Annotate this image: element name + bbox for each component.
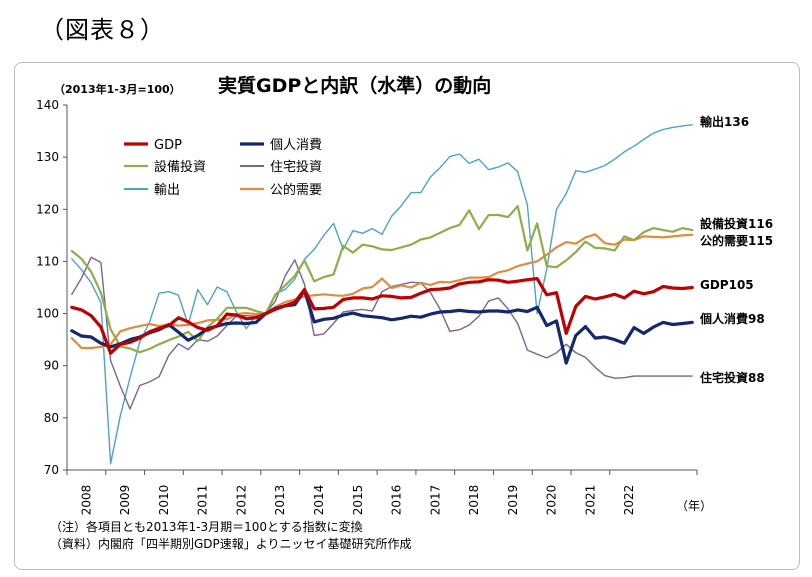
x-tick-label: 2011 bbox=[196, 485, 210, 516]
y-tick-label: 120 bbox=[36, 202, 59, 216]
x-tick-label: 2015 bbox=[351, 485, 365, 516]
series-line-5 bbox=[71, 124, 693, 465]
figure-label: （図表８） bbox=[40, 16, 165, 44]
x-tick-label: 2017 bbox=[428, 485, 442, 516]
legend-label: 公的需要 bbox=[270, 182, 322, 198]
series-line-4 bbox=[71, 256, 693, 410]
x-tick-label: 2012 bbox=[234, 485, 248, 516]
x-tick-label: 2013 bbox=[273, 485, 287, 516]
end-labels: GDP105 個人消費98 設備投資116 住宅投資88 輸出136 公的需要115 bbox=[699, 114, 773, 385]
y-tick-label: 110 bbox=[36, 254, 59, 268]
series-line-6 bbox=[70, 233, 694, 350]
x-tick-label: 2020 bbox=[545, 485, 559, 516]
chart-title: 実質GDPと内訳（水準）の動向 bbox=[218, 74, 491, 97]
x-axis-unit: （年） bbox=[676, 499, 712, 513]
legend-label: GDP bbox=[154, 138, 182, 153]
x-tick-label: 2009 bbox=[118, 485, 132, 516]
y-tick-label: 70 bbox=[44, 463, 59, 477]
x-tick-label: 2018 bbox=[467, 485, 481, 516]
y-tick-label: 90 bbox=[44, 359, 59, 373]
y-tick-label: 100 bbox=[36, 307, 59, 321]
note-line: （資料）内閣府「四半期別GDP速報」よりニッセイ基礎研究所作成 bbox=[50, 537, 412, 551]
x-tick-label: 2019 bbox=[506, 485, 520, 516]
x-tick-label: 2016 bbox=[390, 485, 404, 516]
legend-label: 設備投資 bbox=[154, 159, 206, 175]
end-label: 設備投資116 bbox=[700, 216, 773, 231]
notes: （注）各項目とも2013年1-3月期＝100とする指数に変換 （資料）内閣府「四… bbox=[50, 519, 412, 553]
end-label: 公的需要115 bbox=[700, 233, 773, 248]
series-line-2 bbox=[70, 289, 694, 365]
note-line: （注）各項目とも2013年1-3月期＝100とする指数に変換 bbox=[50, 520, 363, 534]
x-tick-label: 2022 bbox=[622, 485, 636, 516]
end-label: 輸出136 bbox=[700, 114, 749, 129]
axes: 70 80 90 100 110 120 130 140 2008 2009 2010 2011 201… bbox=[36, 98, 698, 516]
end-label: 住宅投資88 bbox=[700, 370, 765, 385]
chart-panel bbox=[14, 62, 800, 570]
x-tick-label: 2008 bbox=[79, 485, 93, 516]
y-tick-label: 130 bbox=[36, 150, 59, 164]
legend-label: 住宅投資 bbox=[270, 159, 322, 175]
end-label: GDP105 bbox=[700, 278, 754, 292]
legend-label: 輸出 bbox=[154, 183, 180, 198]
end-label: 個人消費98 bbox=[699, 311, 765, 326]
x-tick-label: 2014 bbox=[312, 485, 326, 516]
unit-label: （2013年1-3月=100） bbox=[54, 82, 181, 96]
series-lines bbox=[70, 124, 694, 465]
series-line-1 bbox=[70, 277, 694, 355]
y-tick-label: 80 bbox=[44, 411, 59, 425]
legend-label: 個人消費 bbox=[270, 138, 322, 153]
series-line-3 bbox=[70, 205, 694, 354]
x-tick-label: 2021 bbox=[583, 485, 597, 516]
x-tick-label: 2010 bbox=[157, 485, 171, 516]
y-tick-label: 140 bbox=[36, 98, 59, 112]
